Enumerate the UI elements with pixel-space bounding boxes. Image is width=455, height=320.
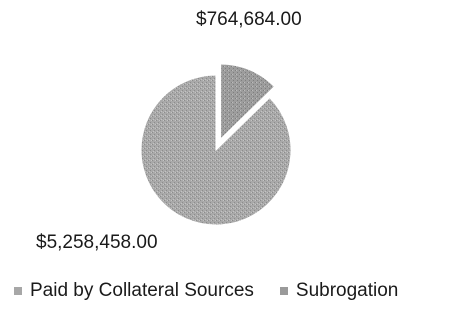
legend-label-subrogation: Subrogation <box>295 280 399 301</box>
legend-item-subrogation: Subrogation <box>279 280 399 302</box>
legend-swatch-subrogation <box>279 287 288 295</box>
legend-item-paid-by-collateral-sources: Paid by Collateral Sources <box>14 280 254 302</box>
legend-swatch-paid-by-collateral-sources <box>14 287 22 295</box>
data-label-paid-by-collateral-sources: $5,258,458.00 <box>36 232 158 253</box>
legend-label-paid-by-collateral-sources: Paid by Collateral Sources <box>30 280 254 301</box>
legend: Paid by Collateral Sources Subrogation <box>14 280 398 302</box>
pie-slice-subrogation <box>220 63 276 141</box>
pie-slice-paid-by-collateral-sources <box>140 74 292 226</box>
pie-slices <box>140 63 292 226</box>
data-label-subrogation: $764,684.00 <box>196 9 302 30</box>
